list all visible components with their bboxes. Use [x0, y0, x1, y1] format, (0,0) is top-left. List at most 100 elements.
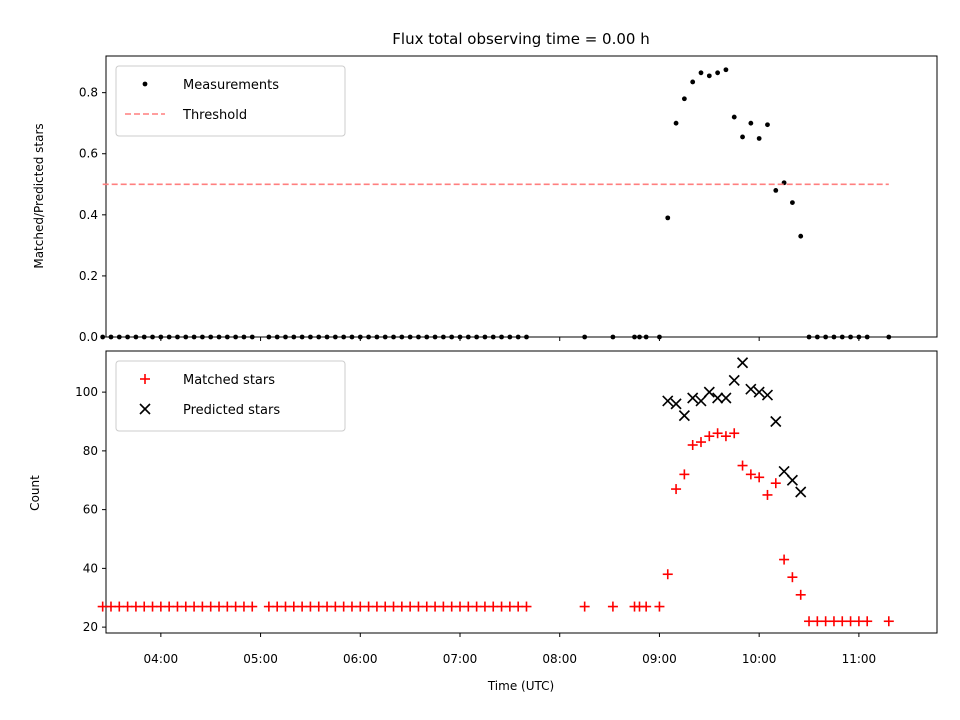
top-y-tick-label: 0.4: [79, 208, 98, 222]
predicted-stars-point: [770, 415, 782, 428]
measurements-point: [823, 334, 829, 340]
legend-label: Threshold: [182, 108, 247, 123]
measurements-point: [690, 79, 696, 85]
predicted-stars-point: [703, 386, 715, 398]
predicted-stars-point: [761, 389, 774, 401]
measurements-point: [183, 334, 189, 340]
matched-stars-point: [762, 489, 773, 500]
predicted-stars-point: [753, 386, 765, 398]
measurements-point: [440, 334, 446, 340]
x-tick-label: 08:00: [542, 652, 577, 666]
measurements-point: [798, 233, 804, 239]
bottom-y-tick-label: 40: [83, 561, 98, 575]
measurements-point: [814, 334, 820, 340]
x-axis-label: Time (UTC): [487, 679, 554, 693]
matched-stars-point: [704, 431, 715, 442]
matched-stars-point: [737, 460, 748, 471]
measurements-point: [848, 334, 853, 340]
measurements-point: [291, 334, 297, 340]
measurements-point: [391, 334, 396, 340]
matched-stars-point: [745, 469, 756, 480]
predicted-stars-point: [728, 374, 740, 386]
measurements-point: [681, 96, 687, 102]
x-tick-label: 10:00: [742, 652, 777, 666]
bottom-y-tick-label: 80: [83, 444, 98, 458]
matched-stars-point: [862, 616, 873, 627]
measurements-point: [349, 334, 355, 340]
matched-stars-point: [770, 478, 781, 489]
matched-stars-point: [729, 428, 740, 439]
predicted-stars-point: [695, 395, 707, 407]
predicted-stars-point: [678, 410, 690, 422]
measurements-point: [166, 334, 172, 340]
measurements-point: [773, 187, 779, 193]
measurements-point: [374, 334, 380, 340]
measurements-point: [790, 200, 795, 206]
legend-item-matched-stars: Matched stars: [140, 373, 275, 388]
predicted-stars-point: [786, 474, 798, 486]
chart-title: Flux total observing time = 0.00 h: [392, 30, 649, 48]
top-y-tick-label: 0.6: [79, 147, 98, 161]
matched-stars-point: [754, 472, 765, 483]
measurements-point: [673, 120, 679, 126]
predicted-stars-point: [778, 465, 790, 478]
measurements-point: [399, 334, 405, 340]
top-panel: 0.0 0.2 0.4 0.6 0.8 Measurements Threshold: [79, 55, 938, 344]
measurements-point: [657, 334, 662, 340]
x-tick-label: 07:00: [443, 652, 478, 666]
top-y-tick-label: 0.0: [79, 330, 98, 344]
measurements-point: [740, 134, 745, 140]
measurements-point: [507, 334, 513, 340]
measurements-point: [457, 334, 463, 340]
measurements-point: [141, 334, 147, 340]
measurements-point: [108, 334, 114, 340]
measurements-point: [216, 334, 222, 340]
measurements-point: [424, 334, 430, 340]
measurements-point: [382, 334, 388, 340]
measurements-point: [241, 334, 247, 340]
measurements-point: [175, 334, 180, 340]
measurements-point: [116, 334, 122, 340]
bottom-y-tick-label: 20: [83, 620, 98, 634]
matched-stars-point: [712, 428, 723, 439]
measurements-point: [831, 334, 837, 340]
matched-stars-point: [779, 554, 790, 565]
measurements-point: [806, 334, 812, 340]
x-tick-label: 05:00: [243, 652, 278, 666]
measurements-point: [449, 334, 455, 340]
predicted-stars-point: [720, 392, 732, 404]
matched-stars-point: [671, 484, 682, 495]
measurements-point: [582, 334, 588, 340]
measurements-point: [465, 334, 471, 340]
top-y-axis-label: Matched/Predicted stars: [32, 123, 46, 268]
measurements-point: [332, 334, 338, 340]
bottom-axes-frame: [105, 350, 938, 634]
measurements-point: [731, 114, 737, 120]
top-y-tick-label: 0.8: [79, 86, 98, 100]
measurements-point: [490, 334, 496, 340]
measurements-point: [723, 67, 729, 73]
matched-stars-point: [607, 601, 618, 612]
predicted-stars-point: [662, 395, 674, 407]
measurements-point: [274, 334, 280, 340]
top-legend: Measurements Threshold: [115, 65, 346, 137]
measurements-point: [610, 334, 616, 340]
measurements-point: [698, 70, 704, 76]
bottom-panel: 20 40 60 80 100 04:00 05:00 06:00 07:00 08:00 09:0…: [75, 350, 938, 666]
x-tick-label: 06:00: [343, 652, 378, 666]
bottom-y-axis-label: Count: [28, 475, 42, 511]
matched-stars-point: [720, 431, 731, 442]
measurements-point: [283, 334, 288, 340]
measurements-point: [266, 334, 272, 340]
measurements-point: [665, 215, 671, 221]
measurements-point: [341, 334, 347, 340]
bottom-y-tick-label: 60: [83, 503, 98, 517]
measurements-point: [756, 136, 762, 141]
legend-label: Measurements: [183, 78, 279, 93]
measurements-point: [416, 334, 421, 340]
measurements-point: [482, 334, 488, 340]
predicted-stars-point: [670, 398, 682, 410]
measurements-point: [366, 334, 371, 340]
predicted-stars-point: [712, 392, 724, 404]
